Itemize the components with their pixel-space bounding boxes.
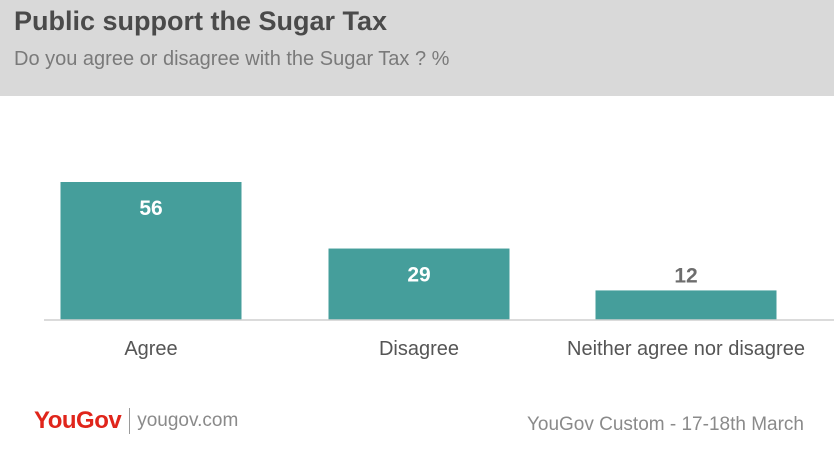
data-label: 56: [139, 197, 162, 220]
logo-site: yougov.com: [137, 410, 239, 431]
chart-title: Public support the Sugar Tax: [14, 6, 388, 36]
logo-brand: YouGov: [34, 407, 122, 434]
bar-chart: 56 Agree 29 Disagree 12 Neither agree nor dis…: [44, 182, 834, 360]
category-label: Agree: [124, 338, 177, 360]
bar-disagree: [328, 248, 510, 320]
logo-divider: [129, 408, 131, 434]
data-label: 12: [674, 264, 697, 287]
bar-neither-agree-nor-disagree: [595, 290, 777, 320]
bar-agree: [60, 182, 242, 320]
category-label: Neither agree nor disagree: [567, 338, 805, 360]
source-note: YouGov Custom - 17-18th March: [526, 414, 804, 435]
category-label: Disagree: [379, 338, 459, 360]
chart-header: Public support the Sugar Tax Do you agre…: [0, 0, 834, 96]
yougov-logo: YouGov yougov.com: [34, 407, 238, 435]
data-label: 29: [407, 264, 430, 287]
chart-subtitle: Do you agree or disagree with the Sugar …: [14, 48, 450, 70]
